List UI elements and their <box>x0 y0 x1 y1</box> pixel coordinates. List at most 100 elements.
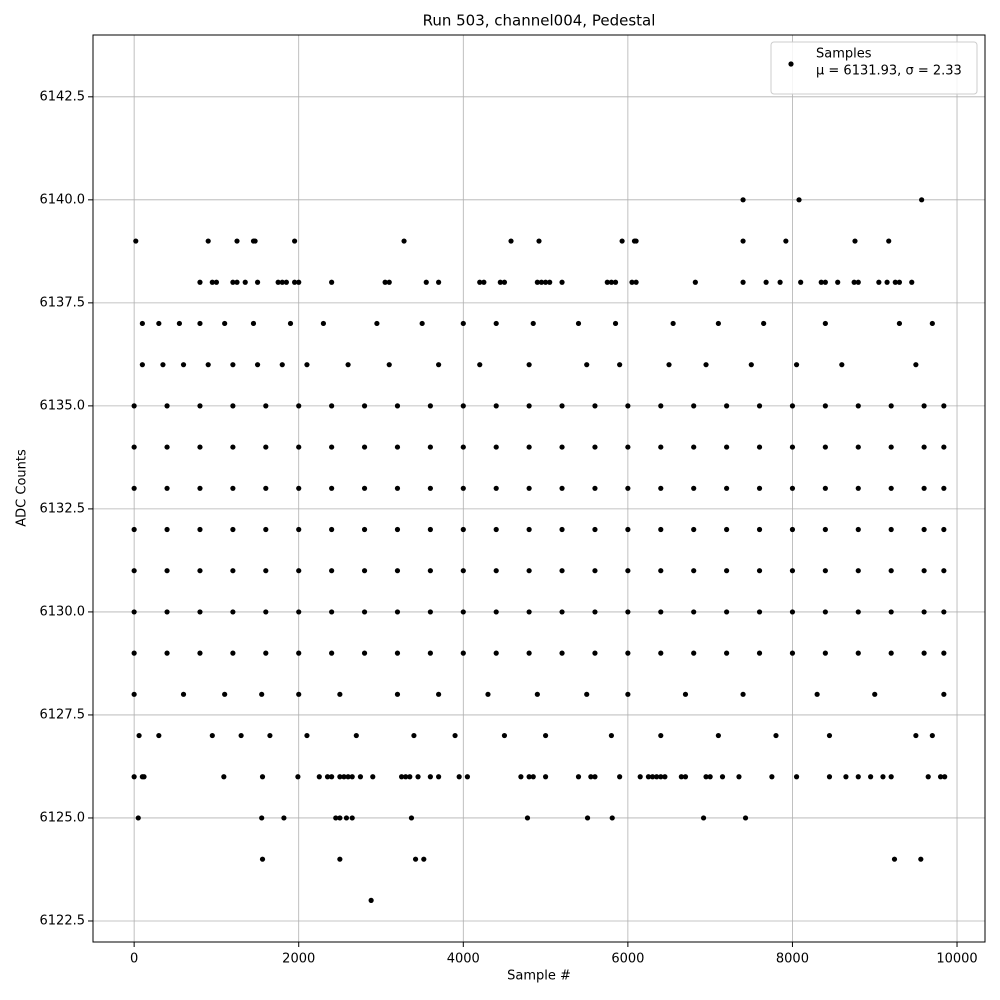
point <box>329 485 335 491</box>
point <box>394 485 401 491</box>
point <box>855 650 861 656</box>
point <box>843 774 849 780</box>
point <box>756 609 763 615</box>
point <box>279 279 285 285</box>
point <box>221 774 227 780</box>
point <box>329 526 335 533</box>
point <box>386 362 392 368</box>
point <box>666 362 672 368</box>
x-tick-label: 10000 <box>936 952 977 967</box>
point <box>783 238 789 244</box>
point <box>617 774 623 780</box>
point <box>559 526 565 533</box>
point <box>763 279 769 285</box>
point <box>592 526 598 533</box>
point <box>205 238 211 244</box>
point <box>756 568 763 574</box>
point <box>131 485 137 491</box>
point <box>789 568 796 574</box>
point <box>526 362 532 368</box>
point <box>880 774 886 780</box>
point <box>547 279 553 285</box>
point <box>777 279 783 285</box>
point <box>419 320 425 327</box>
y-tick-label: 6132.5 <box>40 501 86 516</box>
point <box>452 732 458 739</box>
point <box>156 732 162 739</box>
point <box>559 444 565 450</box>
point <box>715 320 721 327</box>
point <box>501 279 508 285</box>
point <box>353 732 359 739</box>
point <box>180 691 187 697</box>
point <box>493 320 499 327</box>
point <box>724 609 730 615</box>
point <box>822 526 828 533</box>
point <box>436 362 442 368</box>
point <box>415 774 421 780</box>
point <box>209 732 215 739</box>
point <box>822 320 828 327</box>
point <box>156 320 162 327</box>
point <box>658 774 664 780</box>
point <box>526 609 532 615</box>
y-tick-label: 6137.5 <box>40 295 86 310</box>
point <box>131 609 137 615</box>
point <box>263 526 269 533</box>
point <box>691 485 697 491</box>
point <box>796 197 802 203</box>
point <box>254 362 261 368</box>
point <box>460 609 466 615</box>
point <box>658 444 664 450</box>
point <box>756 526 763 533</box>
point <box>575 320 582 327</box>
point <box>296 691 302 697</box>
point <box>855 403 861 409</box>
point <box>263 485 269 491</box>
point <box>559 568 565 574</box>
point <box>460 568 466 574</box>
point <box>937 774 944 780</box>
point <box>252 238 258 244</box>
point <box>654 774 660 780</box>
point <box>633 238 639 244</box>
point <box>629 279 635 285</box>
point <box>131 526 137 533</box>
point <box>197 526 203 533</box>
point <box>427 526 433 533</box>
point <box>460 526 466 533</box>
point <box>361 485 368 491</box>
point <box>250 320 257 327</box>
point <box>942 774 948 780</box>
point <box>619 238 625 244</box>
point <box>292 279 298 285</box>
point <box>296 403 302 409</box>
point <box>855 774 861 780</box>
point <box>888 485 894 491</box>
point <box>658 526 664 533</box>
point <box>131 650 137 656</box>
point <box>592 485 598 491</box>
point <box>164 485 170 491</box>
point <box>941 403 947 409</box>
point <box>913 732 919 739</box>
point <box>789 485 796 491</box>
legend-annotation: μ = 6131.93, σ = 2.33 <box>816 64 962 79</box>
point <box>222 320 228 327</box>
point <box>436 774 442 780</box>
point <box>526 403 532 409</box>
point <box>756 485 763 491</box>
x-tick-label: 2000 <box>282 952 315 967</box>
point <box>296 650 302 656</box>
point <box>822 609 828 615</box>
point <box>292 238 298 244</box>
point <box>460 403 466 409</box>
point <box>526 526 532 533</box>
point <box>412 856 419 862</box>
point <box>530 320 536 327</box>
point <box>370 774 376 780</box>
point <box>691 650 697 656</box>
point <box>345 774 351 780</box>
point <box>769 774 775 780</box>
